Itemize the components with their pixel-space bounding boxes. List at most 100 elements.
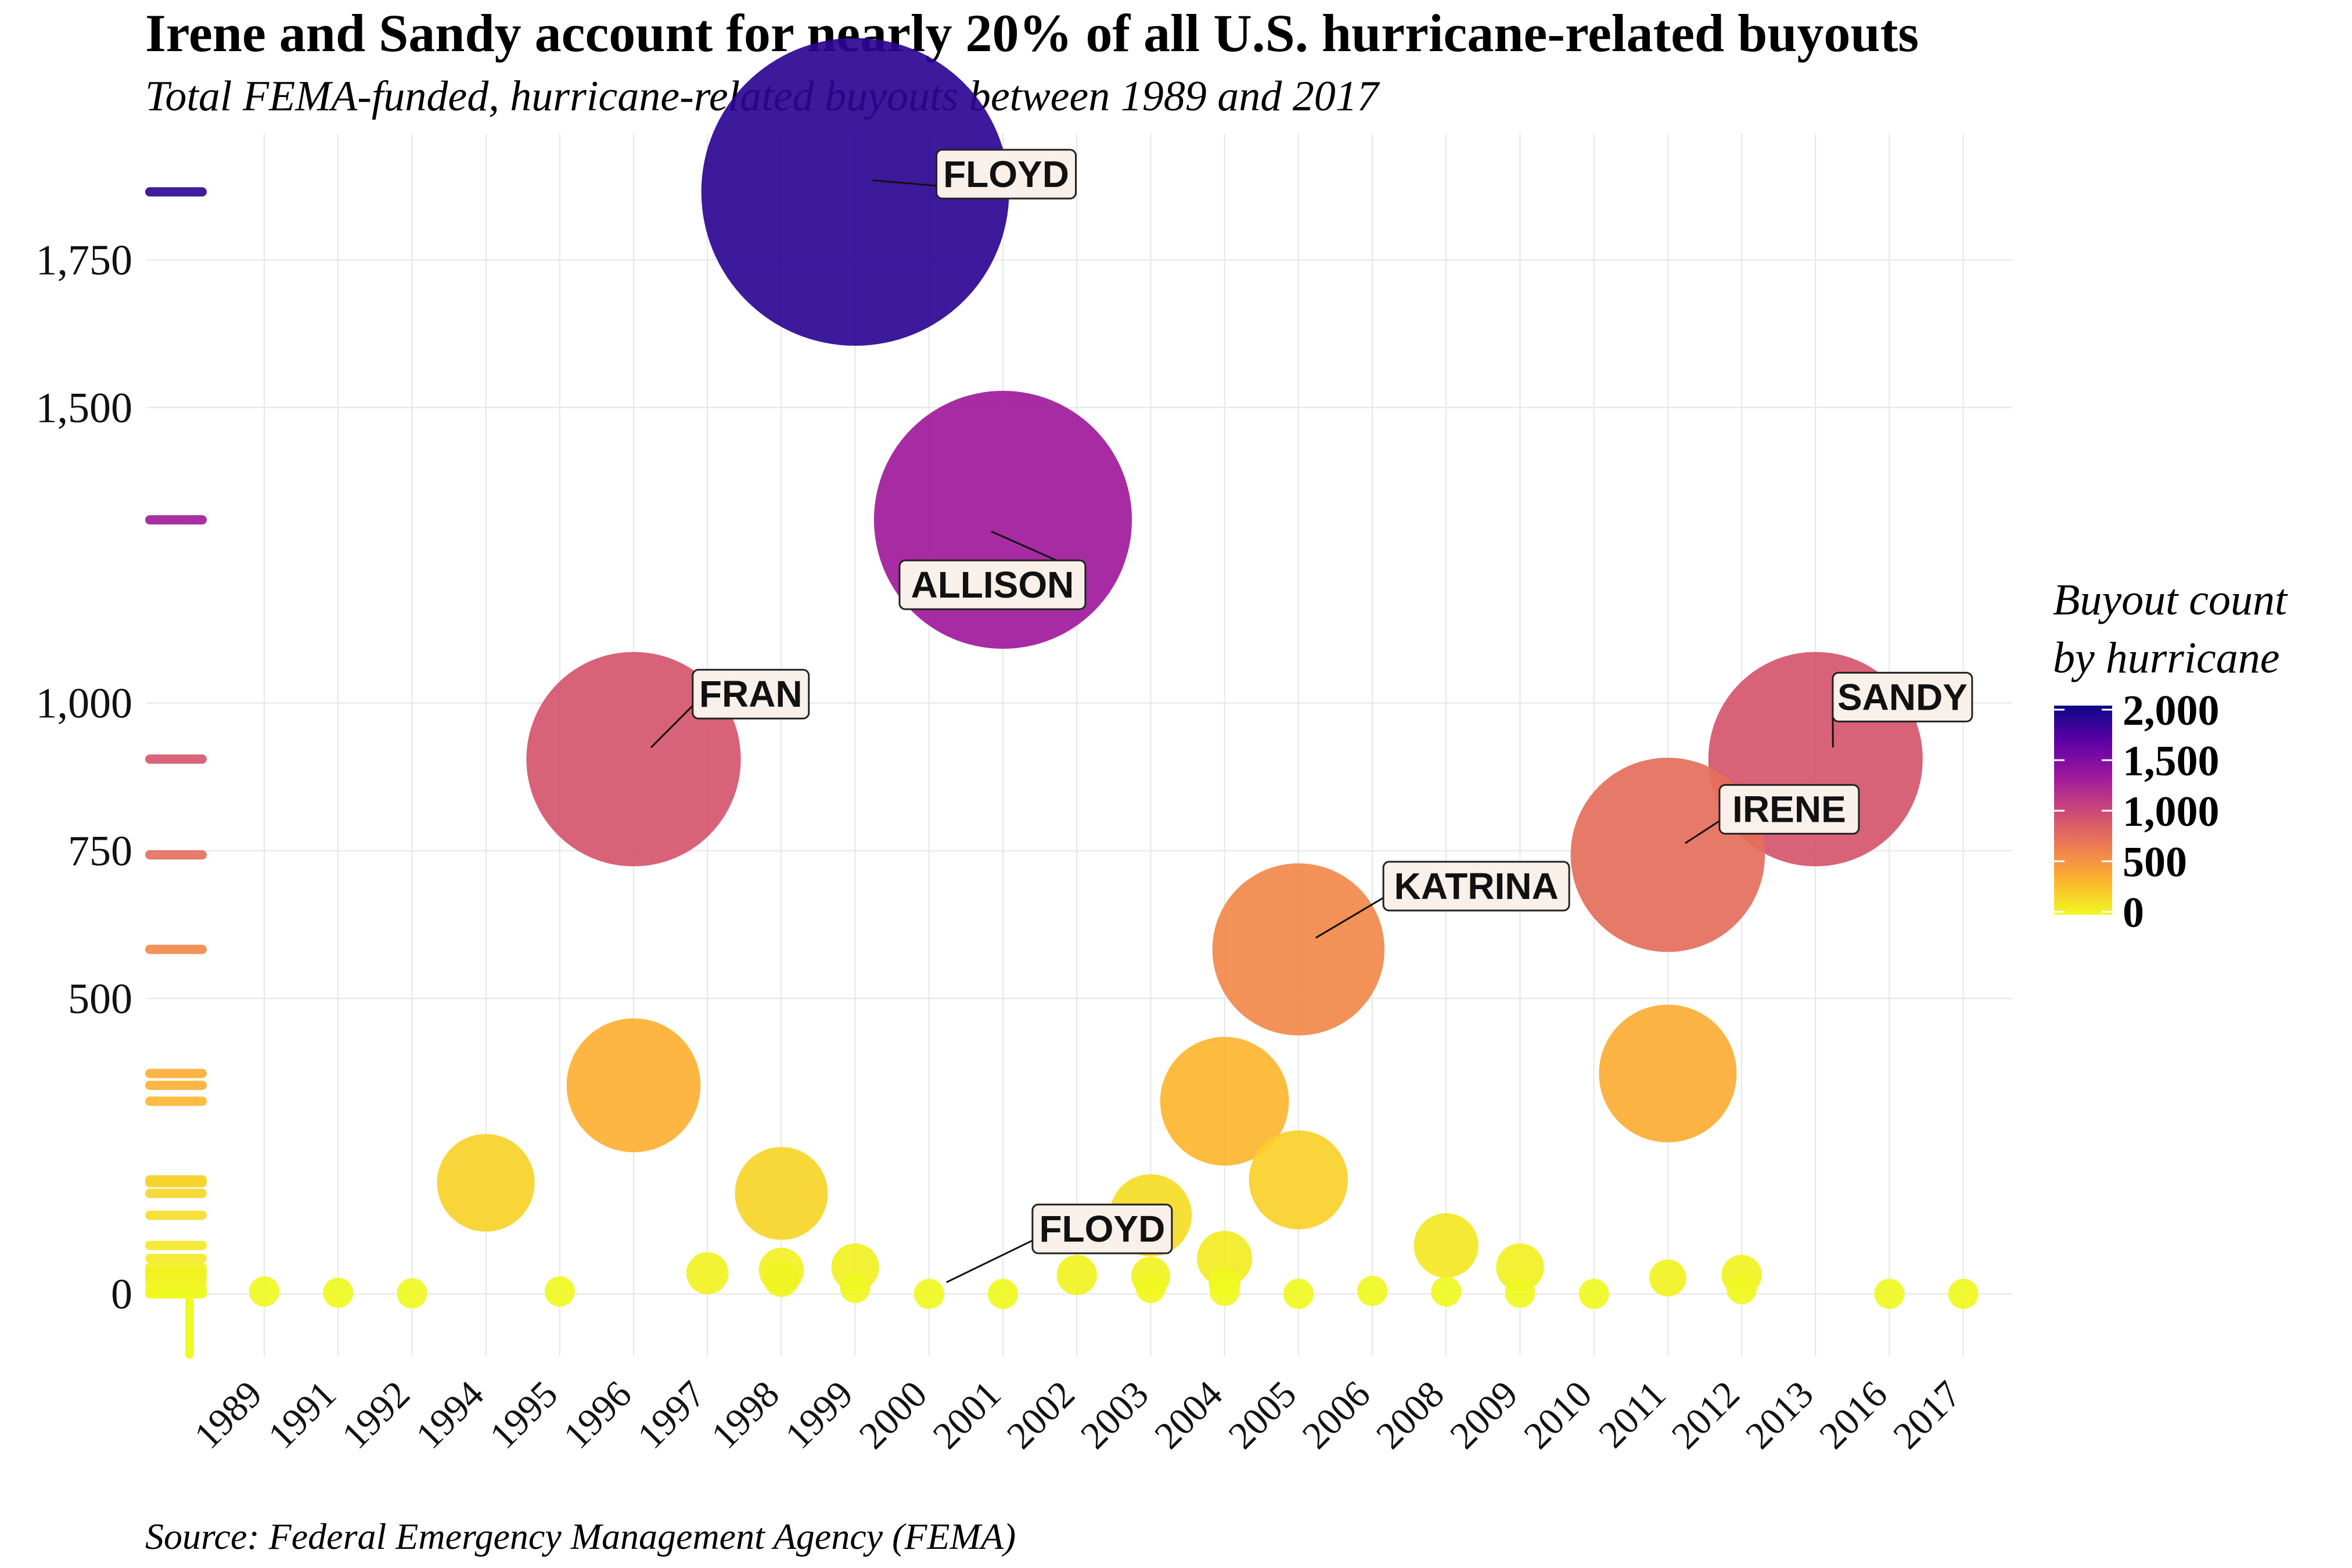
x-tick-label: 2013: [1738, 1373, 1822, 1457]
data-point: [1212, 863, 1384, 1035]
data-point: [1505, 1277, 1535, 1308]
x-tick-label: 1999: [777, 1373, 861, 1457]
data-point: [323, 1277, 354, 1308]
chart-title: Irene and Sandy account for nearly 20% o…: [145, 3, 1919, 63]
data-point: [735, 1147, 828, 1240]
x-tick-label: 2006: [1294, 1373, 1379, 1457]
data-point: [1496, 1243, 1544, 1292]
bubbles: [249, 38, 1979, 1309]
legend-title-line1: Buyout count: [2053, 576, 2288, 624]
x-tick-label: 1996: [556, 1373, 640, 1457]
annotation-label: FLOYD: [1039, 1208, 1165, 1250]
x-tick-label: 2008: [1368, 1373, 1452, 1457]
annotation-box: [898, 559, 1087, 610]
x-tick-label: 2003: [1073, 1373, 1157, 1457]
x-tick-label: 2005: [1220, 1373, 1304, 1457]
annotations: FLOYD ALLISON FRAN KATRINA IRENE SANDY FLOYD: [650, 149, 1973, 1283]
data-point: [988, 1279, 1018, 1309]
data-point: [1056, 1254, 1097, 1296]
annotation-label: SANDY: [1837, 676, 1968, 718]
annotation-label: FLOYD: [943, 153, 1069, 195]
data-point: [701, 38, 1009, 346]
annotation-box: [1718, 784, 1860, 835]
rug-marks: [145, 187, 207, 1359]
color-legend: Buyout count by hurricane 2,0001,5001,00…: [2053, 576, 2288, 937]
data-point: [840, 1272, 871, 1303]
x-tick-label: 2010: [1516, 1373, 1600, 1457]
data-point: [1357, 1275, 1387, 1306]
data-point: [1414, 1213, 1479, 1278]
legend-tick-label: 500: [2123, 839, 2187, 886]
x-tick-label: 2009: [1442, 1373, 1526, 1457]
x-tick-label: 2004: [1146, 1373, 1231, 1457]
x-tick-label: 2012: [1664, 1373, 1748, 1457]
data-point: [1874, 1279, 1905, 1309]
annotation-box: [692, 668, 810, 720]
x-tick-label: 1998: [703, 1373, 787, 1457]
y-tick-label: 1,000: [36, 680, 133, 728]
x-tick-label: 1989: [186, 1373, 271, 1457]
data-point: [1599, 1004, 1737, 1142]
data-point: [1570, 757, 1765, 952]
legend-tick-label: 0: [2123, 889, 2144, 937]
data-point: [437, 1134, 535, 1232]
annotation-label: ALLISON: [911, 564, 1074, 606]
annotation-leader: [1684, 820, 1720, 844]
data-point: [1197, 1231, 1253, 1286]
x-tick-label: 2002: [999, 1373, 1083, 1457]
data-point: [526, 652, 741, 866]
annotation-box: [1031, 1203, 1173, 1254]
data-point: [566, 1018, 701, 1153]
annotation-box: [1832, 671, 1973, 722]
annotation-box: [1382, 861, 1570, 912]
data-point: [544, 1276, 575, 1307]
legend-title-line2: by hurricane: [2053, 634, 2279, 682]
y-tick-label: 1,750: [36, 236, 133, 284]
x-tick-label: 1994: [408, 1373, 492, 1457]
annotation-label: KATRINA: [1394, 865, 1558, 907]
legend-tick-label: 1,500: [2123, 738, 2220, 785]
x-tick-label: 1995: [481, 1373, 566, 1457]
data-point: [763, 1261, 800, 1297]
source-caption: Source: Federal Emergency Management Age…: [145, 1516, 1016, 1557]
annotation-label: IRENE: [1732, 789, 1846, 830]
y-tick-label: 750: [68, 828, 132, 875]
data-point: [1160, 1037, 1289, 1166]
data-point: [397, 1278, 427, 1308]
data-point: [873, 390, 1132, 649]
data-point: [1283, 1279, 1314, 1309]
annotation-leader: [946, 1239, 1033, 1283]
data-point: [1249, 1130, 1348, 1229]
annotation-leader: [650, 705, 693, 749]
x-axis: 1989199119921994199519961997199819992000…: [186, 1373, 1970, 1457]
x-tick-label: 2017: [1885, 1373, 1969, 1457]
data-point: [1135, 1272, 1166, 1303]
x-tick-label: 2000: [851, 1373, 935, 1457]
data-point: [1649, 1259, 1686, 1297]
data-point: [249, 1276, 279, 1307]
x-tick-label: 2016: [1811, 1373, 1896, 1457]
data-point: [1948, 1279, 1979, 1309]
annotation-box: [936, 149, 1077, 200]
legend-tick-label: 2,000: [2123, 687, 2220, 735]
y-tick-label: 1,500: [36, 384, 133, 432]
data-point: [914, 1279, 944, 1309]
y-tick-label: 500: [68, 975, 132, 1023]
y-tick-label: 0: [111, 1271, 132, 1318]
x-tick-label: 2001: [925, 1373, 1009, 1457]
data-point: [686, 1252, 729, 1294]
annotation-leader: [872, 179, 937, 187]
data-point: [1209, 1275, 1240, 1306]
legend-tick-label: 1,000: [2123, 788, 2220, 836]
x-tick-label: 1997: [630, 1373, 714, 1457]
x-tick-label: 2011: [1591, 1373, 1674, 1456]
annotation-leader: [1315, 897, 1384, 939]
y-axis: 0 500 750 1,000 1,500 1,750: [36, 236, 133, 1318]
data-point: [1431, 1276, 1462, 1307]
data-point: [1727, 1274, 1757, 1304]
data-point: [1578, 1279, 1609, 1309]
x-tick-label: 1992: [334, 1373, 418, 1457]
annotation-label: FRAN: [699, 673, 803, 715]
